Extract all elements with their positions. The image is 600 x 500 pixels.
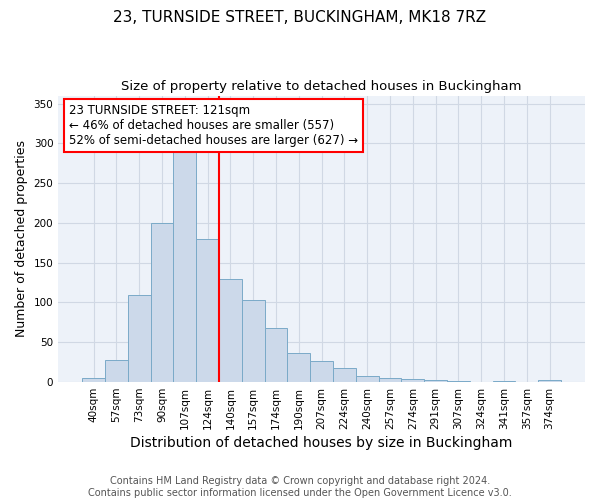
Bar xyxy=(105,360,128,382)
Bar xyxy=(265,328,287,382)
Bar xyxy=(424,380,447,382)
Y-axis label: Number of detached properties: Number of detached properties xyxy=(15,140,28,338)
Bar xyxy=(401,379,424,382)
Bar xyxy=(379,378,401,382)
X-axis label: Distribution of detached houses by size in Buckingham: Distribution of detached houses by size … xyxy=(130,436,513,450)
Title: Size of property relative to detached houses in Buckingham: Size of property relative to detached ho… xyxy=(121,80,522,93)
Bar xyxy=(219,278,242,382)
Bar xyxy=(310,362,333,382)
Bar xyxy=(242,300,265,382)
Bar xyxy=(82,378,105,382)
Bar xyxy=(196,239,219,382)
Text: Contains HM Land Registry data © Crown copyright and database right 2024.
Contai: Contains HM Land Registry data © Crown c… xyxy=(88,476,512,498)
Bar xyxy=(333,368,356,382)
Bar xyxy=(287,354,310,382)
Bar xyxy=(356,376,379,382)
Bar xyxy=(538,380,561,382)
Text: 23, TURNSIDE STREET, BUCKINGHAM, MK18 7RZ: 23, TURNSIDE STREET, BUCKINGHAM, MK18 7R… xyxy=(113,10,487,25)
Bar xyxy=(173,148,196,382)
Bar xyxy=(128,294,151,382)
Bar xyxy=(151,223,173,382)
Text: 23 TURNSIDE STREET: 121sqm
← 46% of detached houses are smaller (557)
52% of sem: 23 TURNSIDE STREET: 121sqm ← 46% of deta… xyxy=(69,104,358,147)
